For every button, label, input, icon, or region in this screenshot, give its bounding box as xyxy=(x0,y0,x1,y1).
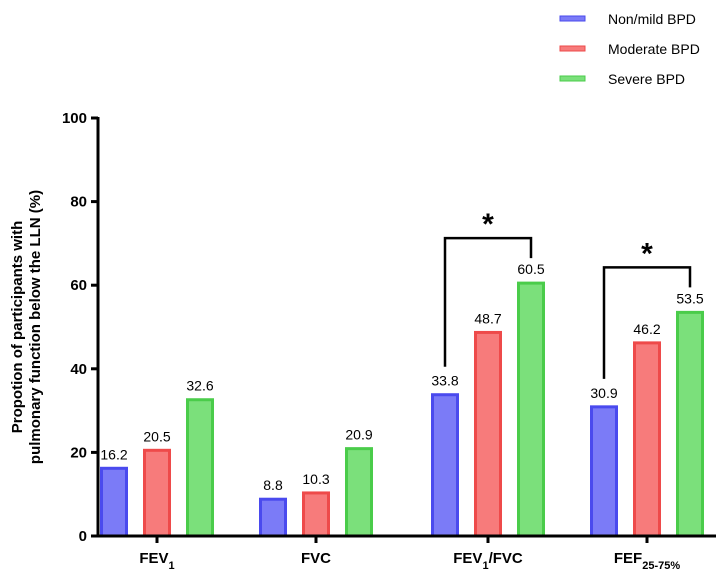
y-tick-label: 60 xyxy=(70,277,87,294)
bars: 16.2 20.5 32.6 8.8 10.3 20.9 33.8 48.7 60.5 30.9 4… xyxy=(100,261,704,538)
data-label: 10.3 xyxy=(302,471,329,487)
bar xyxy=(302,491,330,538)
y-tick-label: 80 xyxy=(70,194,87,211)
x-tick-label-main: FVC xyxy=(301,550,331,567)
x-tick-label: FVC xyxy=(301,550,331,567)
data-label: 33.8 xyxy=(431,373,458,389)
bar xyxy=(100,466,128,538)
significance-star: * xyxy=(482,208,494,241)
x-axis: FEV1 FVC FEV1/FVC FEF25-75% xyxy=(97,534,716,572)
bar xyxy=(676,310,704,538)
y-tick-label: 0 xyxy=(79,528,87,545)
x-tick-label-main: FEV xyxy=(139,550,168,567)
x-tick-label-tail: /FVC xyxy=(489,550,523,567)
y-axis-label: Propotion of participants withpulmonary … xyxy=(9,190,44,464)
legend: Non/mild BPD Moderate BPD Severe BPD xyxy=(559,11,700,87)
bar xyxy=(143,448,171,538)
legend-label: Non/mild BPD xyxy=(608,11,696,27)
x-tick-label-main: FEF xyxy=(614,550,642,567)
bar xyxy=(186,398,214,538)
significance-bracket xyxy=(602,266,692,379)
x-tick-label-subscript: 1 xyxy=(482,560,488,572)
data-label: 8.8 xyxy=(263,477,283,493)
data-label: 60.5 xyxy=(517,261,544,277)
data-label: 20.9 xyxy=(345,427,372,443)
legend-swatch xyxy=(559,45,586,52)
data-label: 53.5 xyxy=(676,290,703,306)
bar xyxy=(474,330,502,538)
legend-swatch xyxy=(559,75,586,82)
y-tick-label: 40 xyxy=(70,361,87,378)
data-label: 16.2 xyxy=(100,446,127,462)
bar xyxy=(517,281,545,538)
significance-annotations: ** xyxy=(443,208,692,379)
significance-star: * xyxy=(641,237,653,270)
x-tick-label: FEV1/FVC xyxy=(453,550,523,572)
x-tick-label-subscript: 1 xyxy=(169,560,175,572)
data-label: 32.6 xyxy=(186,378,213,394)
x-tick-label: FEF25-75% xyxy=(614,550,680,572)
y-axis-label-line: pulmonary function below the LLN (%) xyxy=(27,190,44,464)
bar xyxy=(345,447,373,538)
bar xyxy=(633,341,661,538)
bar xyxy=(431,393,459,538)
bar xyxy=(590,405,618,538)
data-label: 30.9 xyxy=(590,385,617,401)
bar xyxy=(259,497,287,538)
data-label: 20.5 xyxy=(143,428,170,444)
y-tick-label: 100 xyxy=(62,110,87,127)
data-label: 46.2 xyxy=(633,321,660,337)
y-axis-label-line: Propotion of participants with xyxy=(9,221,26,434)
legend-label: Severe BPD xyxy=(608,71,685,87)
y-axis: 0 20 40 60 80 100 Propotion of participants wi… xyxy=(9,110,100,545)
legend-swatch xyxy=(559,15,586,22)
significance-bracket xyxy=(443,236,533,367)
x-tick-label-main: FEV xyxy=(453,550,482,567)
x-tick-label: FEV1 xyxy=(139,550,174,572)
y-tick-label: 20 xyxy=(70,444,87,461)
legend-label: Moderate BPD xyxy=(608,41,700,57)
data-label: 48.7 xyxy=(474,310,501,326)
x-tick-label-subscript: 25-75% xyxy=(642,560,680,572)
